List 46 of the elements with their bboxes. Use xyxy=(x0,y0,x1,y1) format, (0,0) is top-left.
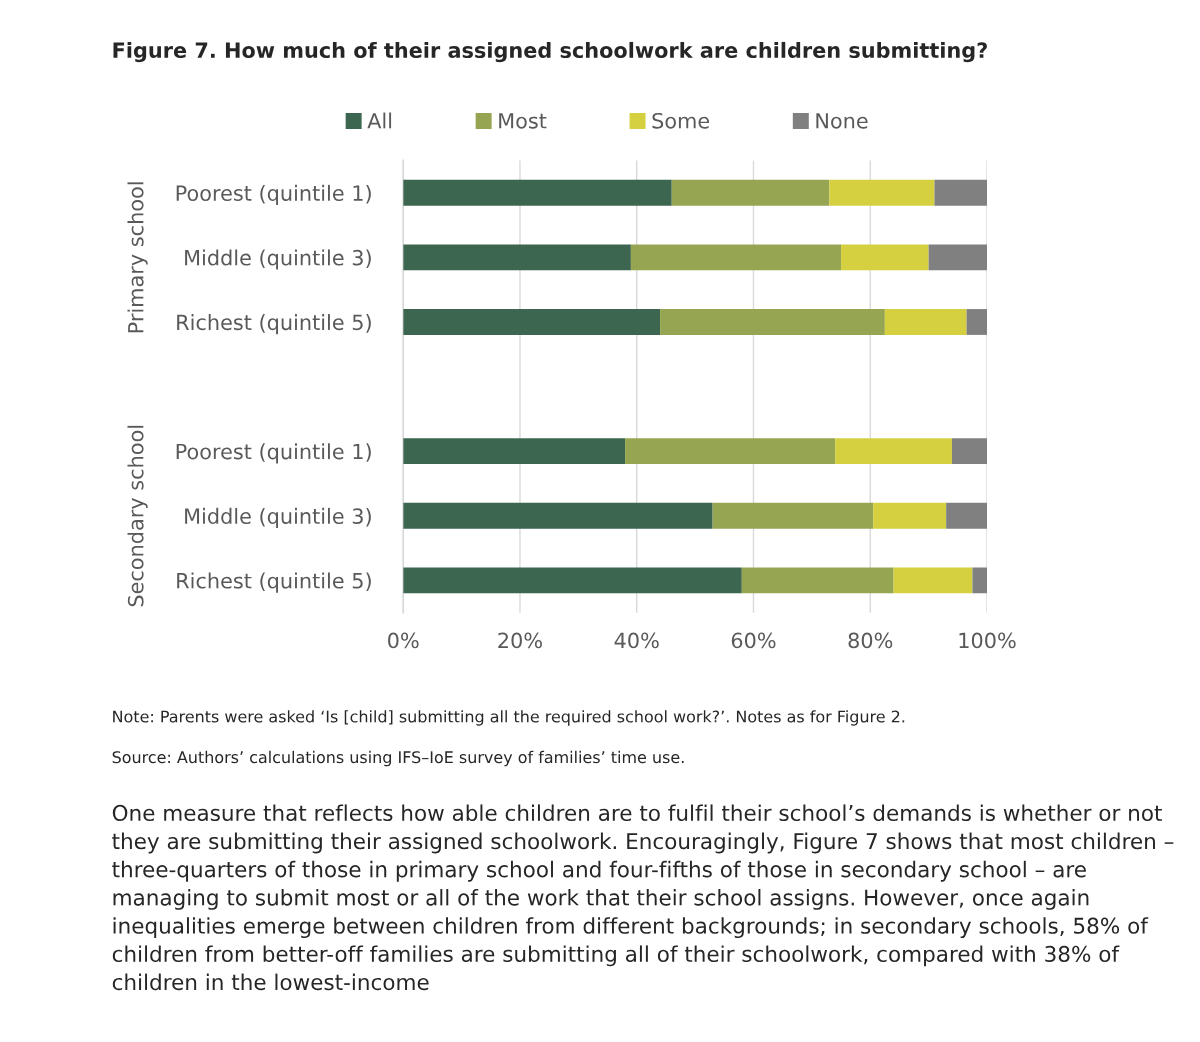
source-note: Source: Authors’ calculations using IFS–IoE survey of families’ time use. xyxy=(112,750,684,767)
legend-label: All xyxy=(367,112,392,129)
bar xyxy=(403,502,713,529)
bar xyxy=(671,179,830,206)
bar xyxy=(946,502,987,529)
y-tick-label: Poorest (quintile 1) xyxy=(176,443,371,464)
y-tick-label: Middle (quintile 3) xyxy=(185,507,371,529)
bar xyxy=(873,502,947,529)
bar xyxy=(934,179,987,206)
bar xyxy=(403,567,742,594)
legend-label: None xyxy=(816,113,868,129)
bar xyxy=(841,244,929,271)
bar xyxy=(884,309,967,335)
bar xyxy=(712,502,874,529)
bar xyxy=(625,438,836,465)
bar xyxy=(403,438,626,465)
bar xyxy=(829,179,935,206)
y-tick-label: Middle (quintile 3) xyxy=(185,249,371,270)
x-tick-label: 60% xyxy=(731,632,776,649)
bar xyxy=(630,244,842,271)
legend-label: Most xyxy=(499,113,547,129)
text: Secondary school xyxy=(127,425,148,607)
y-tick-label: Poorest (quintile 1) xyxy=(176,184,371,206)
bar xyxy=(893,567,973,594)
text: Primary school xyxy=(127,182,148,333)
x-tick-label: 80% xyxy=(848,632,893,649)
bar xyxy=(951,438,987,465)
text: Note: Parents were asked ‘Is [child] submitting all the required school work?’. Notes as for Figure 2. xyxy=(113,710,905,726)
x-tick-label: 20% xyxy=(498,632,542,649)
bar xyxy=(835,438,952,465)
x-tick-label: 40% xyxy=(614,632,659,649)
bar xyxy=(403,179,672,206)
x-tick-label: 0% xyxy=(388,632,419,649)
bar xyxy=(403,244,631,271)
bar xyxy=(741,567,894,594)
legend-label: Some xyxy=(652,112,710,129)
y-tick-label: Richest (quintile 5) xyxy=(177,572,371,593)
bar xyxy=(928,244,987,271)
y-tick-label: Richest (quintile 5) xyxy=(177,314,371,335)
bar xyxy=(972,567,987,594)
x-tick-label: 100% xyxy=(959,632,1016,649)
text: One measure that reflects how able children are to fulfil their school’s demands is whether or not they are submitting their assigned schoolwork. Encouragingly, Figure 7 shows that most children – three-quarters of those in primary school and four-fifths of those in secondary school – are managing to submit most or all of the work that their school assigns. However, once again inequalities emerge between children from different backgrounds; in secondary schools, 58% of children from better-off families are submitting all of their schoolwork, compared with 38% of children in the lowest-income xyxy=(112,804,1174,991)
bar xyxy=(403,309,661,335)
bar xyxy=(660,309,885,335)
chart-title: Figure 7. How much of their assigned schoolwork are children submitting? xyxy=(113,41,987,63)
bar xyxy=(966,309,987,335)
